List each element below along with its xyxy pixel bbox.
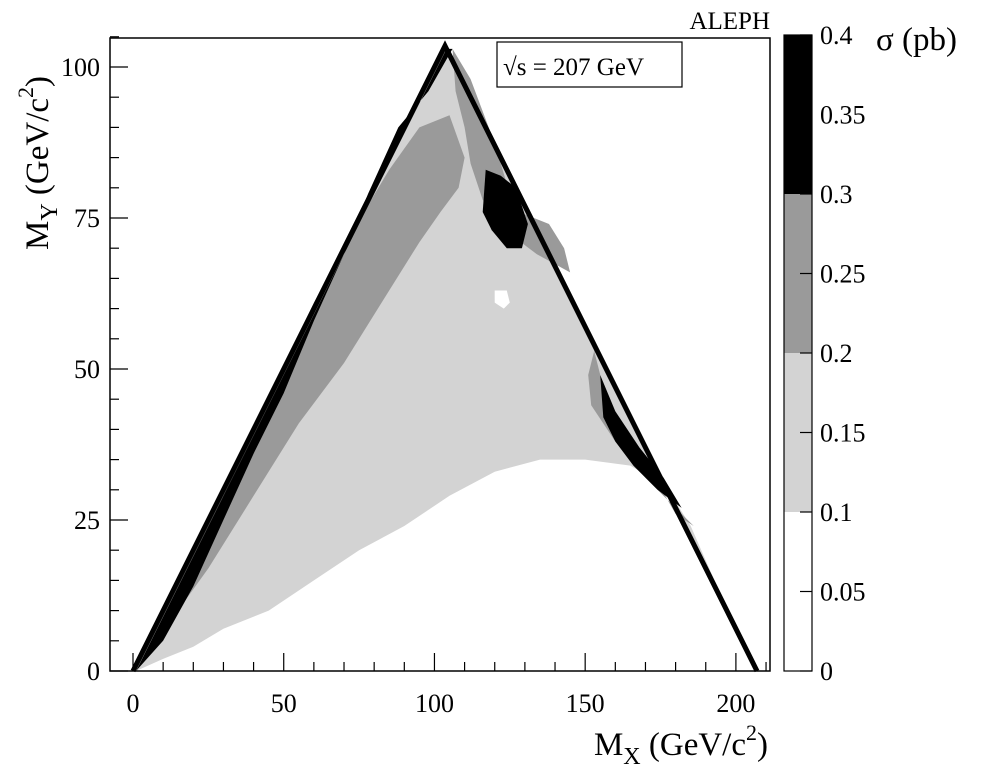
plot-area <box>130 40 760 673</box>
sigma-region-1 <box>169 115 465 623</box>
y-tick-label: 50 <box>74 355 100 384</box>
color-bar-tick-label: 0.2 <box>820 339 853 368</box>
color-bar-title: σ (pb) <box>876 22 957 58</box>
x-tick-label: 150 <box>566 689 605 718</box>
y-axis: 0 25 50 75 100 <box>61 36 128 686</box>
x-axis-title-unit: (GeV/c <box>641 727 746 763</box>
color-bar-tick-label: 0.25 <box>820 260 866 289</box>
plot-frame <box>109 37 771 672</box>
x-tick-label: 50 <box>271 689 297 718</box>
x-axis: 0 50 100 150 200 <box>127 653 767 718</box>
sigma-region-6 <box>600 375 682 508</box>
energy-annotation: √s = 207 GeV <box>503 54 644 81</box>
y-axis-title-sub: Y <box>37 203 63 220</box>
color-bar-tick-label: 0.05 <box>820 578 866 607</box>
sigma-region-4 <box>136 48 453 671</box>
y-axis-title-sup: 2 <box>13 87 38 98</box>
color-bar-tick-label: 0.15 <box>820 419 866 448</box>
x-axis-title-main: M <box>594 727 623 763</box>
y-tick-label: 100 <box>61 53 100 82</box>
x-axis-title: MX (GeV/c2) <box>594 720 768 770</box>
y-tick-label: 25 <box>74 506 100 535</box>
color-bar-tick-label: 0.4 <box>820 21 853 50</box>
y-axis-title: MY (GeV/c2) <box>13 76 63 250</box>
y-axis-title-main: M <box>20 221 56 250</box>
y-axis-title-unit: (GeV/c <box>20 98 56 203</box>
y-tick-label: 0 <box>87 657 100 686</box>
color-bar: 0 0.05 0.1 0.15 0.2 0.25 0.3 0.35 0.4 <box>783 21 866 686</box>
annotation-box <box>496 41 683 88</box>
color-bar-tick-label: 0.1 <box>820 498 853 527</box>
kinematic-boundary <box>130 40 760 673</box>
color-bar-tick-label: 0 <box>820 657 833 686</box>
color-bar-tick-label: 0.3 <box>820 180 853 209</box>
color-bar-tick-label: 0.35 <box>820 101 866 130</box>
x-axis-title-close: ) <box>757 727 768 763</box>
sigma-region-7 <box>494 290 510 309</box>
x-tick-label: 0 <box>127 689 140 718</box>
x-tick-label: 100 <box>415 689 454 718</box>
sigma-region-5 <box>482 169 528 249</box>
sigma-region-0 <box>136 48 754 671</box>
experiment-label: ALEPH <box>689 8 770 35</box>
y-axis-title-close: ) <box>20 76 56 87</box>
x-axis-title-sub: X <box>623 744 640 770</box>
y-tick-label: 75 <box>74 204 100 233</box>
x-axis-title-sup: 2 <box>746 720 757 745</box>
x-tick-label: 200 <box>716 689 755 718</box>
